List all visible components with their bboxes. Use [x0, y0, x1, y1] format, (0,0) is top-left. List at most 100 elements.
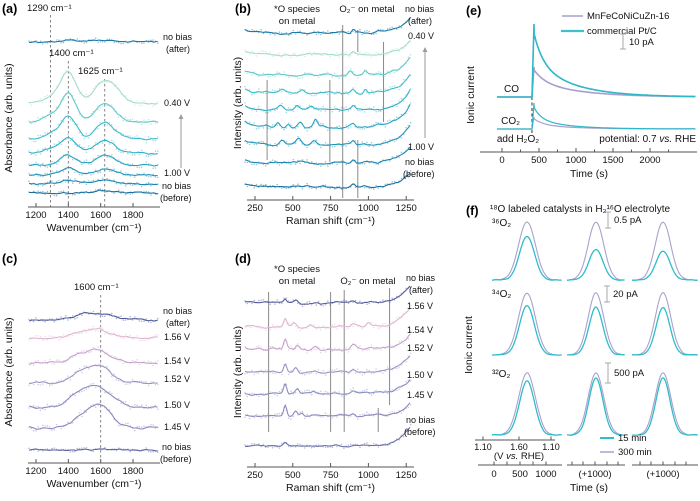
- curve-series: [28, 134, 159, 157]
- curve-series: [28, 112, 159, 144]
- svg-text:Time (s): Time (s): [570, 482, 608, 494]
- svg-text:no bias: no bias: [163, 32, 193, 42]
- curve-no bias (before): [28, 188, 159, 197]
- curve-1.00 V: [28, 177, 159, 188]
- curve-series: [244, 102, 412, 132]
- curve-no bias (before): [244, 170, 412, 191]
- svg-text:³²O₂: ³²O₂: [492, 369, 510, 380]
- svg-text:(after): (after): [166, 44, 190, 54]
- svg-text:0.5 pA: 0.5 pA: [614, 215, 642, 226]
- curve-series: [244, 74, 412, 97]
- curve-1.52 V: [28, 363, 159, 387]
- panel-f: (f) ¹⁸O labeled catalysts in H₂¹⁶O elect…: [462, 200, 700, 501]
- svg-text:1.00 V: 1.00 V: [164, 168, 190, 178]
- svg-text:10 pA: 10 pA: [629, 37, 654, 48]
- iso-peak-300min: [632, 292, 698, 356]
- panel-f-label: (f): [466, 204, 479, 218]
- svg-text:Wavenumber (cm⁻¹): Wavenumber (cm⁻¹): [47, 478, 142, 490]
- panel-e-label: (e): [466, 4, 482, 18]
- panel-e-canvas: MnFeCoNiCuZn-16 commercial Pt/C10 pA Ionic…: [465, 11, 697, 180]
- svg-text:2000: 2000: [639, 155, 660, 166]
- svg-text:1400 cm⁻¹: 1400 cm⁻¹: [49, 48, 94, 59]
- curve-1.52 V: [244, 352, 412, 376]
- svg-text:1800: 1800: [122, 466, 143, 477]
- curve-no bias (after): [244, 16, 412, 36]
- svg-text:1290 cm⁻¹: 1290 cm⁻¹: [27, 3, 72, 14]
- svg-text:1.52 V: 1.52 V: [407, 343, 433, 353]
- svg-text:no bias: no bias: [162, 442, 192, 452]
- curve-0.40 V: [244, 39, 412, 59]
- iso-peak-15min: [492, 380, 562, 436]
- svg-text:1600: 1600: [90, 466, 111, 477]
- svg-text:500: 500: [512, 469, 528, 480]
- svg-text:0: 0: [491, 469, 496, 480]
- svg-text:(before): (before): [160, 454, 192, 464]
- curve-no bias (before): [28, 446, 159, 453]
- svg-text:1400: 1400: [58, 210, 79, 221]
- svg-text:Absorbance (arb. units): Absorbance (arb. units): [3, 63, 15, 172]
- svg-text:1.45 V: 1.45 V: [164, 422, 190, 432]
- panel-b-label: (b): [235, 2, 251, 16]
- iso-peak-300min: [632, 221, 698, 281]
- svg-text:(before): (before): [404, 427, 436, 437]
- curve-1.00 V: [244, 143, 412, 167]
- svg-text:1600 cm⁻¹: 1600 cm⁻¹: [74, 282, 119, 293]
- svg-text:0: 0: [499, 155, 504, 166]
- curve-series: [28, 152, 159, 169]
- svg-text:no bias: no bias: [162, 181, 192, 191]
- decay-curve-commercial Pt/C-CO₂: [497, 102, 696, 130]
- svg-text:Raman shift (cm⁻¹): Raman shift (cm⁻¹): [286, 215, 375, 227]
- iso-peak-300min: [491, 221, 562, 281]
- svg-text:1500: 1500: [602, 155, 623, 166]
- panel-c-label: (c): [2, 252, 18, 266]
- svg-text:add H₂O₂: add H₂O₂: [497, 134, 539, 145]
- scalebar-10pA: [620, 33, 626, 50]
- svg-text:on metal: on metal: [279, 16, 315, 27]
- iso-peak-15min: [491, 305, 562, 356]
- svg-text:1625 cm⁻¹: 1625 cm⁻¹: [78, 66, 123, 77]
- svg-text:300 min: 300 min: [618, 447, 652, 458]
- svg-text:0.40 V: 0.40 V: [164, 98, 190, 108]
- iso-peak-300min: [492, 372, 562, 436]
- svg-text:20 pA: 20 pA: [613, 289, 638, 300]
- curve-series: [244, 88, 412, 114]
- svg-text:Intensity (arb. units): Intensity (arb. units): [233, 326, 244, 418]
- curve-1.56 V: [28, 325, 159, 342]
- svg-text:Absorbance (arb. units): Absorbance (arb. units): [3, 317, 15, 426]
- svg-text:1000: 1000: [358, 203, 379, 214]
- svg-text:MnFeCoNiCuZn-16: MnFeCoNiCuZn-16: [587, 11, 669, 22]
- curve-series: [244, 121, 412, 149]
- svg-text:no bias: no bias: [405, 4, 435, 14]
- curve-no bias (before): [244, 423, 412, 450]
- svg-text:(before): (before): [160, 193, 192, 203]
- panel-d-label: (d): [235, 252, 251, 266]
- panel-f-canvas: ¹⁸O labeled catalysts in H₂¹⁶O electroly…: [463, 204, 698, 494]
- svg-text:(+1000): (+1000): [646, 469, 679, 480]
- curve-1.54 V: [244, 330, 412, 354]
- svg-text:1250: 1250: [396, 203, 417, 214]
- panel-b-canvas: 250 500 750 1000 1250 Raman shift (cm⁻¹) Inten…: [233, 4, 435, 227]
- panel-a-label: (a): [2, 2, 18, 16]
- svg-text:1.00 V: 1.00 V: [408, 142, 434, 152]
- svg-text:1.60: 1.60: [510, 442, 528, 452]
- svg-text:³⁴O₂: ³⁴O₂: [492, 289, 511, 300]
- svg-text:O₂⁻ on metal: O₂⁻ on metal: [339, 4, 394, 15]
- svg-text:CO₂: CO₂: [501, 116, 520, 127]
- iso-peak-300min: [632, 372, 698, 436]
- svg-text:Ionic current: Ionic current: [463, 316, 475, 374]
- curve-1.50 V: [244, 379, 412, 398]
- svg-text:CO: CO: [504, 84, 519, 95]
- svg-text:³⁶O₂: ³⁶O₂: [492, 218, 511, 229]
- svg-text:15 min: 15 min: [618, 433, 647, 444]
- iso-peak-300min: [492, 292, 562, 356]
- svg-text:(V vs. RHE): (V vs. RHE): [494, 451, 544, 462]
- svg-text:1.45 V: 1.45 V: [407, 390, 433, 400]
- decay-curve-MnFeCoNiCuZn-16-CO: [497, 66, 696, 98]
- svg-text:(after): (after): [409, 285, 433, 295]
- panel-d: (d) 250 500 750 1000 1250 Raman shift (cm⁻¹) I…: [233, 250, 463, 501]
- svg-text:potential: 0.7 vs. RHE: potential: 0.7 vs. RHE: [599, 134, 696, 145]
- svg-text:1000: 1000: [358, 470, 379, 481]
- iso-peak-15min: [632, 377, 698, 436]
